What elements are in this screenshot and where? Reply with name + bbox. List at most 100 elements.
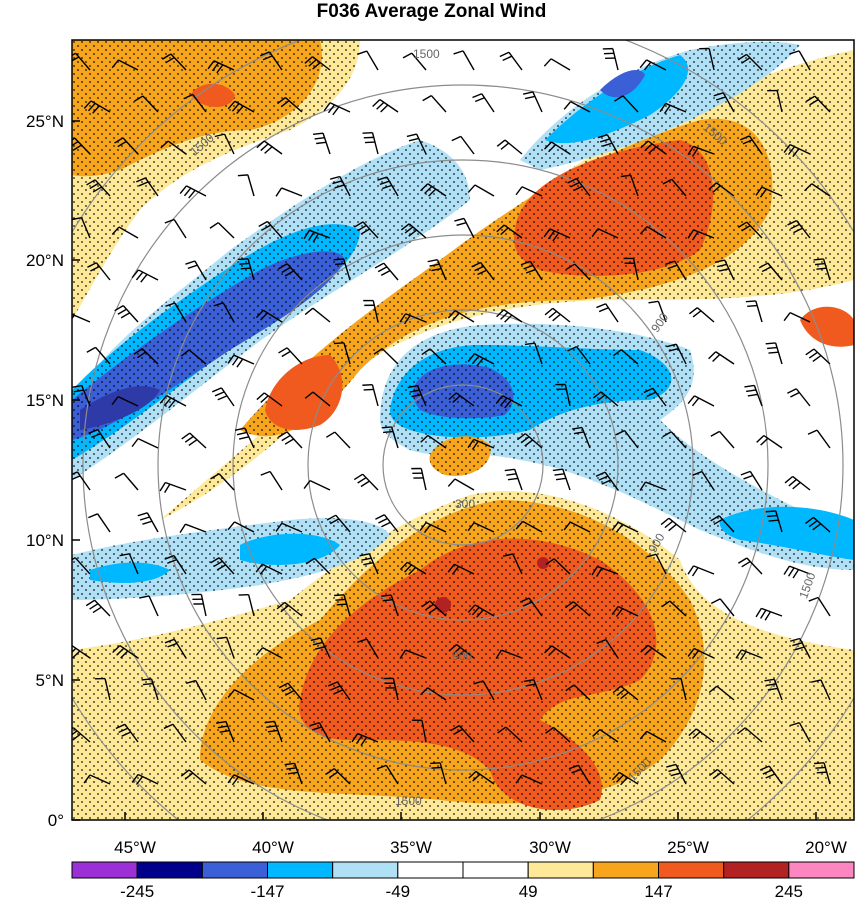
lon-tick-label: 20°W [805, 838, 847, 857]
wind-barb [427, 259, 447, 281]
navy-spot-northeast [600, 70, 645, 98]
lon-tick-label: 45°W [114, 838, 156, 857]
wind-barb [611, 605, 639, 618]
wind-barb [164, 554, 187, 575]
wind-barb [333, 258, 351, 281]
colorbar-label: 49 [519, 882, 538, 900]
wind-barb [646, 553, 667, 575]
wind-barb [183, 93, 207, 113]
wind-barb [739, 135, 763, 155]
wind-barb [516, 433, 543, 449]
colorbar-swatch [267, 861, 334, 879]
plot-area [72, 40, 854, 820]
wind-barb [131, 269, 159, 283]
dark-red-spot [435, 597, 451, 613]
wind-barb [139, 595, 159, 617]
colorbar-swatch [788, 861, 855, 879]
wind-barb [238, 258, 255, 281]
lon-tick-label: 30°W [529, 838, 571, 857]
wind-barb [112, 644, 139, 659]
ring-label: 1500 [413, 47, 440, 61]
wind-barb [227, 354, 255, 368]
wind-barb [499, 51, 523, 71]
wind-barb [447, 310, 475, 323]
colorbar-label: -147 [250, 882, 284, 900]
wind-barb [87, 262, 111, 281]
blue-spot-west [90, 562, 170, 583]
wind-barb [400, 223, 427, 239]
wind-barb [783, 565, 811, 579]
wind-barb [375, 514, 399, 533]
wind-barb [495, 395, 523, 409]
wind-barb [256, 392, 283, 407]
wind-barb [227, 100, 255, 114]
wind-barb [565, 263, 591, 281]
wind-barb [420, 434, 447, 449]
wind-barb [692, 470, 715, 491]
wind-barb [131, 773, 159, 785]
wind-barb [276, 601, 303, 617]
wind-barb [278, 263, 303, 281]
ring-label: 300 [455, 497, 475, 511]
wind-barb [213, 302, 235, 323]
range-rings [72, 40, 854, 820]
wind-barb [354, 221, 379, 239]
wind-barb [351, 732, 379, 746]
wind-barb [141, 678, 159, 701]
wind-barb [671, 677, 687, 701]
wind-barb [264, 720, 283, 743]
wind-barb [565, 684, 591, 701]
wind-barb [111, 396, 139, 407]
wind-barb [362, 131, 379, 155]
wind-barb [568, 764, 591, 785]
wind-barb [738, 557, 763, 575]
wind-barb [179, 185, 207, 199]
wind-barb [543, 228, 571, 242]
wind-barb [323, 102, 351, 116]
wind-barb [209, 222, 235, 239]
wind-barb [411, 467, 427, 491]
wind-barb [545, 726, 571, 743]
wind-barb [467, 438, 495, 450]
wind-barb [88, 428, 111, 449]
wind-barb [789, 637, 811, 659]
wind-barb [688, 728, 715, 743]
wind-barb [522, 91, 543, 113]
wind-barb [111, 59, 139, 71]
lat-tick-label: 25°N [26, 112, 64, 131]
wind-barb [72, 216, 91, 239]
colorbar-swatch [71, 861, 138, 879]
wind-barb [563, 521, 591, 533]
wind-barb [666, 763, 687, 785]
wind-barb [215, 720, 235, 743]
wind-barb [572, 426, 591, 449]
wind-barb [373, 348, 399, 365]
wind-barb [134, 95, 159, 113]
wind-barb [284, 762, 303, 785]
wind-barb [713, 92, 735, 113]
wind-barb [237, 174, 255, 197]
wind-barb [496, 139, 523, 155]
wind-barb [72, 137, 91, 155]
wind-barb [310, 637, 331, 659]
wind-barb [185, 679, 207, 701]
wind-barb [111, 226, 139, 239]
wind-barb [804, 183, 831, 197]
wind-barb [595, 471, 619, 491]
ring-label: 1500 [395, 794, 422, 808]
wind-barb [687, 395, 715, 407]
wind-barb [767, 89, 783, 113]
wind-barb [374, 262, 399, 281]
wind-barb [227, 774, 255, 786]
wind-barb [326, 514, 351, 533]
dark-red-spot [537, 557, 549, 569]
wind-barb [165, 302, 187, 323]
wind-barb [544, 141, 571, 155]
wind-barb [805, 516, 831, 533]
wind-barb [451, 135, 475, 155]
wind-barb [614, 95, 639, 113]
wind-barb [422, 94, 447, 113]
wind-barb [277, 96, 303, 113]
wind-barb [597, 134, 619, 155]
wind-barb [473, 680, 495, 701]
